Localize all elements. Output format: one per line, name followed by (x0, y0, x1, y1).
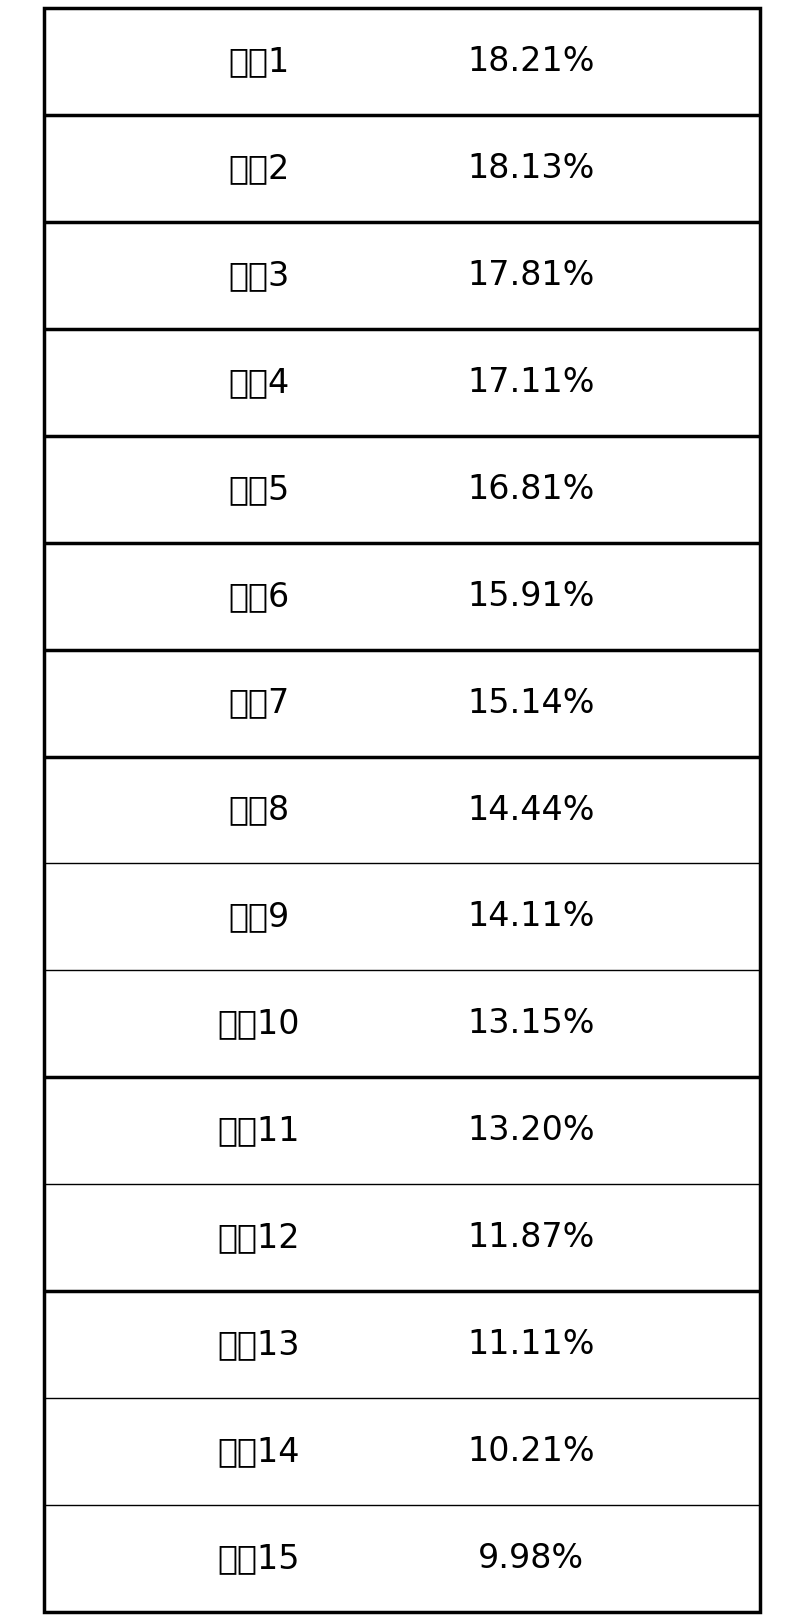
Text: 13.20%: 13.20% (467, 1115, 594, 1147)
Text: 用户10: 用户10 (218, 1008, 300, 1040)
Text: 18.21%: 18.21% (467, 45, 593, 78)
Text: 10.21%: 10.21% (467, 1435, 594, 1468)
Bar (44, 8, 759, 1612)
Text: 用户4: 用户4 (228, 366, 289, 399)
Text: 用户2: 用户2 (228, 152, 289, 185)
Text: 17.81%: 17.81% (467, 259, 593, 292)
Text: 用户1: 用户1 (228, 45, 289, 78)
Text: 用户14: 用户14 (218, 1435, 300, 1468)
Text: 用户13: 用户13 (218, 1328, 300, 1361)
Text: 用户15: 用户15 (218, 1542, 300, 1575)
Text: 用户3: 用户3 (228, 259, 289, 292)
Text: 9.98%: 9.98% (477, 1542, 583, 1575)
Text: 16.81%: 16.81% (467, 473, 593, 505)
Text: 用户6: 用户6 (228, 580, 289, 612)
Text: 15.14%: 15.14% (467, 687, 593, 719)
Text: 用户12: 用户12 (218, 1221, 300, 1254)
Text: 14.11%: 14.11% (467, 901, 593, 933)
Text: 13.15%: 13.15% (467, 1008, 593, 1040)
Text: 用户8: 用户8 (228, 794, 289, 826)
Text: 11.87%: 11.87% (467, 1221, 593, 1254)
Text: 用户9: 用户9 (228, 901, 289, 933)
Text: 18.13%: 18.13% (467, 152, 593, 185)
Text: 用户5: 用户5 (228, 473, 289, 505)
Text: 用户11: 用户11 (218, 1115, 300, 1147)
Text: 15.91%: 15.91% (467, 580, 593, 612)
Text: 用户7: 用户7 (228, 687, 289, 719)
Text: 17.11%: 17.11% (467, 366, 593, 399)
Text: 11.11%: 11.11% (467, 1328, 593, 1361)
Text: 14.44%: 14.44% (467, 794, 593, 826)
